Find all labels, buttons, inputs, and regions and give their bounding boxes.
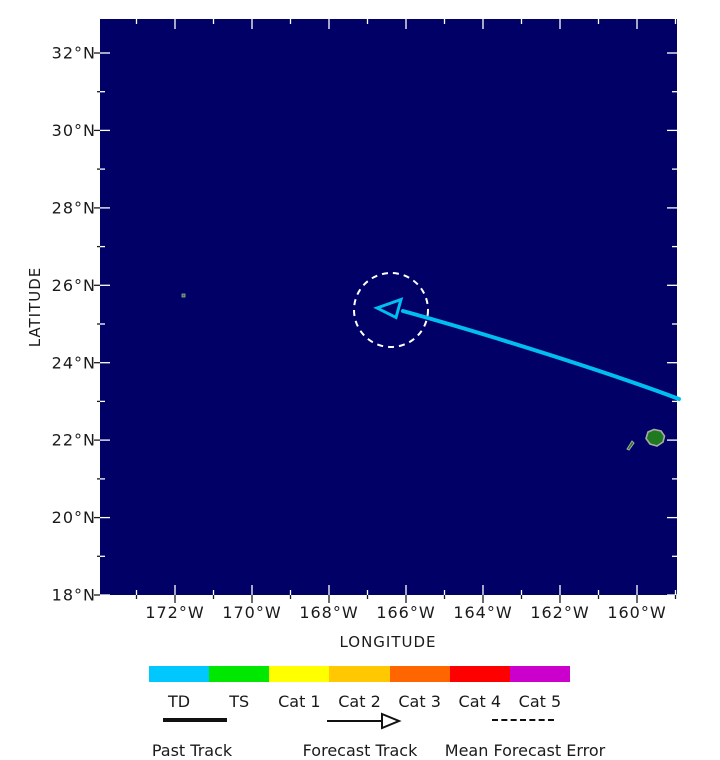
cat4-label: Cat 4 bbox=[458, 692, 502, 711]
td-color-swatch bbox=[149, 666, 210, 682]
cat1-color-swatch bbox=[269, 666, 330, 682]
forecast-track-legend-label: Forecast Track bbox=[302, 741, 418, 760]
lat-tick-label: 18°N bbox=[52, 586, 96, 605]
axis-ticks bbox=[94, 19, 677, 603]
lat-tick-label: 30°N bbox=[52, 121, 96, 140]
lat-tick-label: 32°N bbox=[52, 44, 96, 63]
mean-forecast-error-symbol bbox=[492, 719, 554, 721]
lon-tick-label: 172°W bbox=[145, 603, 204, 622]
intensity-category-labels: TD TS Cat 1 Cat 2 Cat 3 Cat 4 Cat 5 bbox=[149, 692, 570, 711]
past-track-symbol bbox=[163, 718, 227, 722]
cat2-color-swatch bbox=[329, 666, 390, 682]
forecast-arrowhead-icon bbox=[373, 297, 404, 320]
small-island bbox=[626, 440, 635, 451]
cat2-label: Cat 2 bbox=[338, 692, 381, 711]
cat1-label: Cat 1 bbox=[278, 692, 321, 711]
cat3-label: Cat 3 bbox=[398, 692, 441, 711]
lon-tick-label: 170°W bbox=[222, 603, 281, 622]
forecast-track-symbol bbox=[327, 712, 402, 730]
islands-group bbox=[181, 293, 666, 451]
ts-color-swatch bbox=[209, 666, 270, 682]
ts-label: TS bbox=[229, 692, 250, 711]
lat-tick-label: 24°N bbox=[52, 353, 96, 372]
cat5-label: Cat 5 bbox=[518, 692, 562, 711]
lat-tick-label: 20°N bbox=[52, 508, 96, 527]
lon-tick-label: 166°W bbox=[376, 603, 435, 622]
cat3-color-swatch bbox=[389, 666, 450, 682]
tiny-atoll-island bbox=[181, 293, 186, 298]
lon-tick-labels: 172°W 170°W 168°W 166°W 164°W 162°W 160°… bbox=[145, 603, 666, 622]
lat-tick-label: 22°N bbox=[52, 431, 96, 450]
x-axis-title: LONGITUDE bbox=[339, 633, 436, 651]
mean-forecast-error-circle bbox=[353, 272, 429, 348]
ocean-area bbox=[100, 19, 677, 595]
past-track-legend-label: Past Track bbox=[151, 741, 233, 760]
lat-tick-label: 26°N bbox=[52, 276, 96, 295]
intensity-colorbar bbox=[149, 666, 570, 682]
td-label: TD bbox=[168, 692, 191, 711]
storm-track-line bbox=[401, 309, 681, 401]
cat4-color-swatch bbox=[449, 666, 510, 682]
mean-forecast-error-legend-label: Mean Forecast Error bbox=[444, 741, 606, 760]
lat-tick-label: 28°N bbox=[52, 199, 96, 218]
large-island bbox=[645, 428, 666, 447]
lon-tick-label: 162°W bbox=[530, 603, 589, 622]
lat-tick-labels: 32°N 30°N 28°N 26°N 24°N 22°N 20°N 18°N bbox=[52, 44, 96, 605]
forecast-track-arrowhead-icon bbox=[381, 712, 402, 730]
y-axis-title: LATITUDE bbox=[26, 267, 44, 348]
cat5-color-swatch bbox=[509, 666, 570, 682]
lon-tick-label: 164°W bbox=[453, 603, 512, 622]
lon-tick-label: 160°W bbox=[607, 603, 666, 622]
lon-tick-label: 168°W bbox=[299, 603, 358, 622]
